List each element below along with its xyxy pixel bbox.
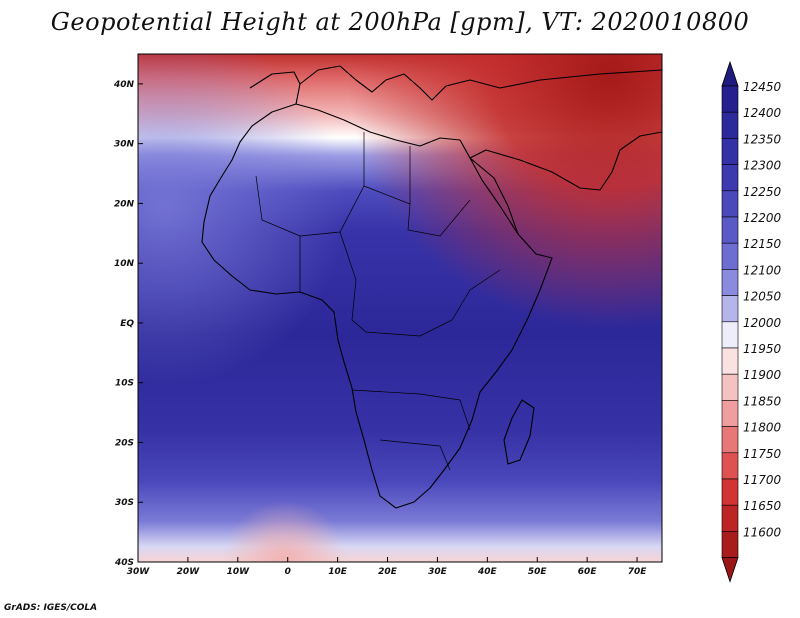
longitude-axis: 30W 20W 10W 0 10E 20E 30E 40E 50E 60E 70E <box>127 557 647 577</box>
legend-level-label: 12300 <box>743 159 782 173</box>
y-tick-label: 40S <box>114 558 134 568</box>
plot-frame <box>137 53 663 563</box>
y-tick-label: 30N <box>114 140 135 150</box>
legend-level-label: 12100 <box>743 263 782 277</box>
madagascar-coastline <box>503 399 535 465</box>
legend-top-arrow <box>721 60 739 87</box>
legend-swatch <box>721 373 739 401</box>
legend-swatch <box>721 111 739 139</box>
iberia-coastline <box>249 71 301 89</box>
y-tick-label: 40N <box>113 80 135 90</box>
legend-level-label: 11950 <box>743 342 782 356</box>
x-tick-label: 0 <box>285 567 291 577</box>
y-tick-label: 10N <box>114 259 135 269</box>
x-tick-label: 10W <box>227 567 251 577</box>
legend-swatch <box>721 504 739 532</box>
x-tick-label: 20W <box>177 567 201 577</box>
legend-level-label: 12350 <box>743 132 782 146</box>
legend-level-label: 11600 <box>743 525 782 539</box>
legend-level-label: 11750 <box>743 447 782 461</box>
legend-level-label: 11900 <box>743 368 782 382</box>
legend-swatch <box>721 400 739 427</box>
legend-level-label: 12250 <box>743 185 782 199</box>
x-tick-label: 30E <box>428 567 448 577</box>
legend-level-label: 11800 <box>743 421 782 435</box>
legend-level-label: 12400 <box>743 106 782 120</box>
y-tick-label: 20S <box>115 438 134 448</box>
y-tick-label: EQ <box>120 319 134 329</box>
legend-level-label: 11850 <box>743 394 782 408</box>
x-tick-label: 10E <box>328 567 348 577</box>
africa-coastline <box>201 103 553 509</box>
legend-bottom-arrow <box>721 557 739 583</box>
legend-level-label: 12450 <box>743 80 782 94</box>
legend-swatch <box>721 242 739 270</box>
legend-swatch <box>721 426 739 454</box>
legend-swatch <box>721 347 739 375</box>
red-sea-coastline <box>469 157 519 235</box>
x-tick-label: 30W <box>127 567 151 577</box>
legend-swatch <box>721 531 739 558</box>
legend-level-label: 11650 <box>743 499 782 513</box>
map-title: Geopotential Height at 200hPa [gpm], VT:… <box>50 8 750 36</box>
latitude-axis: 40N 30N 20N 10N EQ 10S 20S 30S 40S <box>113 80 143 568</box>
legend-swatch <box>721 138 739 165</box>
europe-coastline <box>295 65 663 105</box>
legend-swatch <box>721 190 739 218</box>
y-tick-label: 20N <box>114 199 135 209</box>
software-credit: GrADS: IGES/COLA <box>4 603 98 613</box>
legend-swatch <box>721 216 739 244</box>
x-tick-label: 70E <box>628 567 648 577</box>
country-borders <box>255 132 501 471</box>
legend-swatch <box>721 85 739 113</box>
x-tick-label: 20E <box>378 567 398 577</box>
legend-swatch <box>721 164 739 192</box>
legend-level-label: 12200 <box>743 211 782 225</box>
legend-level-label: 12150 <box>743 237 782 251</box>
color-legend: 12450 12400 12350 12300 12250 12200 12150 12100… <box>721 60 782 583</box>
legend-swatch <box>721 321 739 349</box>
legend-level-label: 12000 <box>743 316 782 330</box>
x-tick-label: 60E <box>578 567 598 577</box>
x-tick-label: 50E <box>528 567 548 577</box>
legend-swatch <box>721 269 739 296</box>
arabia-coastline <box>469 131 663 191</box>
legend-level-label: 12050 <box>743 290 782 304</box>
y-tick-label: 10S <box>115 379 134 389</box>
legend-swatch <box>721 452 739 480</box>
coastlines <box>201 65 663 509</box>
x-tick-label: 40E <box>477 567 498 577</box>
y-tick-label: 30S <box>115 498 134 508</box>
legend-swatch <box>721 478 739 506</box>
legend-swatch <box>721 295 739 323</box>
legend-level-label: 11700 <box>743 473 782 487</box>
south-trough-shading <box>138 54 662 562</box>
